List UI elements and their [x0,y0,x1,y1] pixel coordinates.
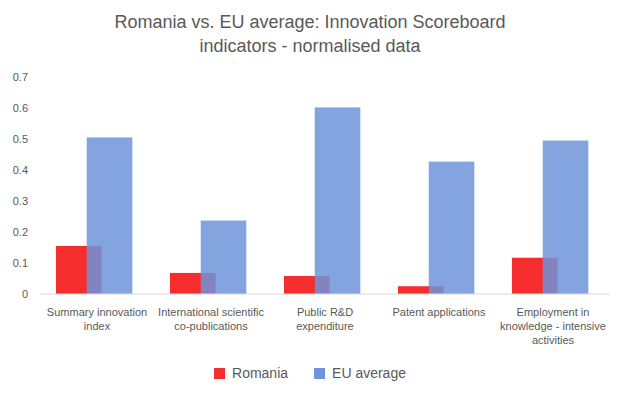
x-tick-label-line: index [84,320,111,332]
x-tick-label-line: Patent applications [393,306,486,318]
y-tick-label: 0 [22,288,28,300]
background [0,0,620,397]
bar [315,107,361,294]
title: Romania vs. EU average: Innovation Score… [114,12,505,56]
x-tick-label: Public R&D expenditure [296,306,354,332]
bar [201,221,247,294]
bar [429,162,475,294]
legend-swatch [214,368,225,379]
title-line: indicators - normalised data [199,36,421,56]
x-tick-label: Patent applications [393,306,486,318]
bars [56,107,588,294]
x-tick-label-line: Public R&D [297,306,353,318]
chart: Romania vs. EU average: Innovation Score… [0,0,620,397]
title-line: Romania vs. EU average: Innovation Score… [114,12,505,32]
y-tick-label: 0.1 [13,257,28,269]
legend-label: EU average [332,365,406,381]
y-tick-label: 0.6 [13,102,28,114]
y-tick-label: 0.2 [13,226,28,238]
x-tick-label-line: Employment in [517,306,590,318]
x-tick-label-line: co-publications [174,320,248,332]
x-tick-label-line: International scientific [158,306,264,318]
legend-swatch [314,368,325,379]
y-tick-label: 0.4 [13,164,28,176]
x-tick-label: Summary innovation index [47,306,147,332]
x-axis-line [40,294,610,295]
x-tick-label-line: expenditure [296,320,354,332]
x-tick-label: Employment in knowledge - intensive activi… [500,306,606,346]
y-tick-label: 0.3 [13,195,28,207]
x-tick-label-line: activities [532,334,575,346]
x-tick-label-line: Summary innovation [47,306,147,318]
legend-label: Romania [232,365,288,381]
bar [87,137,133,294]
x-tick-label: International scientific co-publications [158,306,264,332]
y-tick-label: 0.5 [13,133,28,145]
x-tick-label-line: knowledge - intensive [500,320,606,332]
y-tick-label: 0.7 [13,71,28,83]
bar [543,141,589,294]
